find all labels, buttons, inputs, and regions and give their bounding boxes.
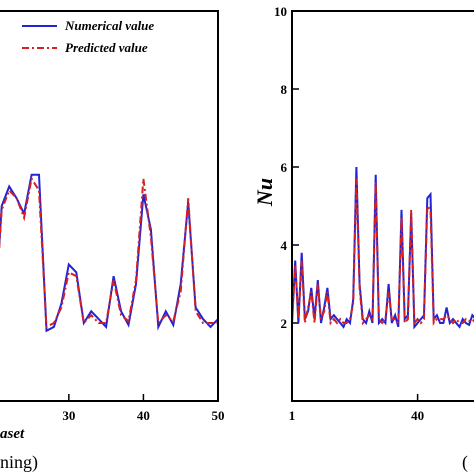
left-x-ticks: 30 40 50 (62, 394, 225, 423)
right-y-tick-label: 8 (281, 82, 288, 97)
left-x-axis-label: aset (0, 426, 25, 442)
legend-label-predicted: Predicted value (65, 40, 148, 55)
right-caption: ( (462, 452, 468, 473)
right-y-tick-label: 2 (281, 316, 288, 331)
right-plot-frame (291, 10, 474, 402)
right-plot: 1 40 2 4 6 8 10 Nu (252, 4, 474, 423)
left-plot: 30 40 50 aset Numerical value Predicted va… (0, 10, 225, 442)
left-x-tick-label: 40 (137, 408, 150, 423)
right-y-axis-label: Nu (252, 178, 277, 207)
right-series (293, 166, 474, 330)
right-y-tick-label: 6 (281, 160, 288, 175)
right-x-tick-label: 1 (289, 408, 296, 423)
left-series-numerical (0, 173, 217, 333)
right-y-tick-label: 10 (274, 4, 287, 19)
left-x-tick-label: 50 (212, 408, 225, 423)
right-series-predicted (293, 178, 474, 326)
left-caption: ning) (0, 452, 38, 473)
right-axis-ticks: 1 40 2 4 6 8 10 (274, 4, 424, 423)
legend-label-numerical: Numerical value (64, 18, 154, 33)
right-y-tick-label: 4 (281, 238, 288, 253)
left-plot-frame (0, 10, 219, 402)
left-x-tick-label: 30 (62, 408, 75, 423)
left-series-predicted (0, 176, 217, 329)
right-x-tick-label: 40 (411, 408, 424, 423)
legend: Numerical value Predicted value (22, 18, 154, 55)
left-series (0, 173, 217, 333)
